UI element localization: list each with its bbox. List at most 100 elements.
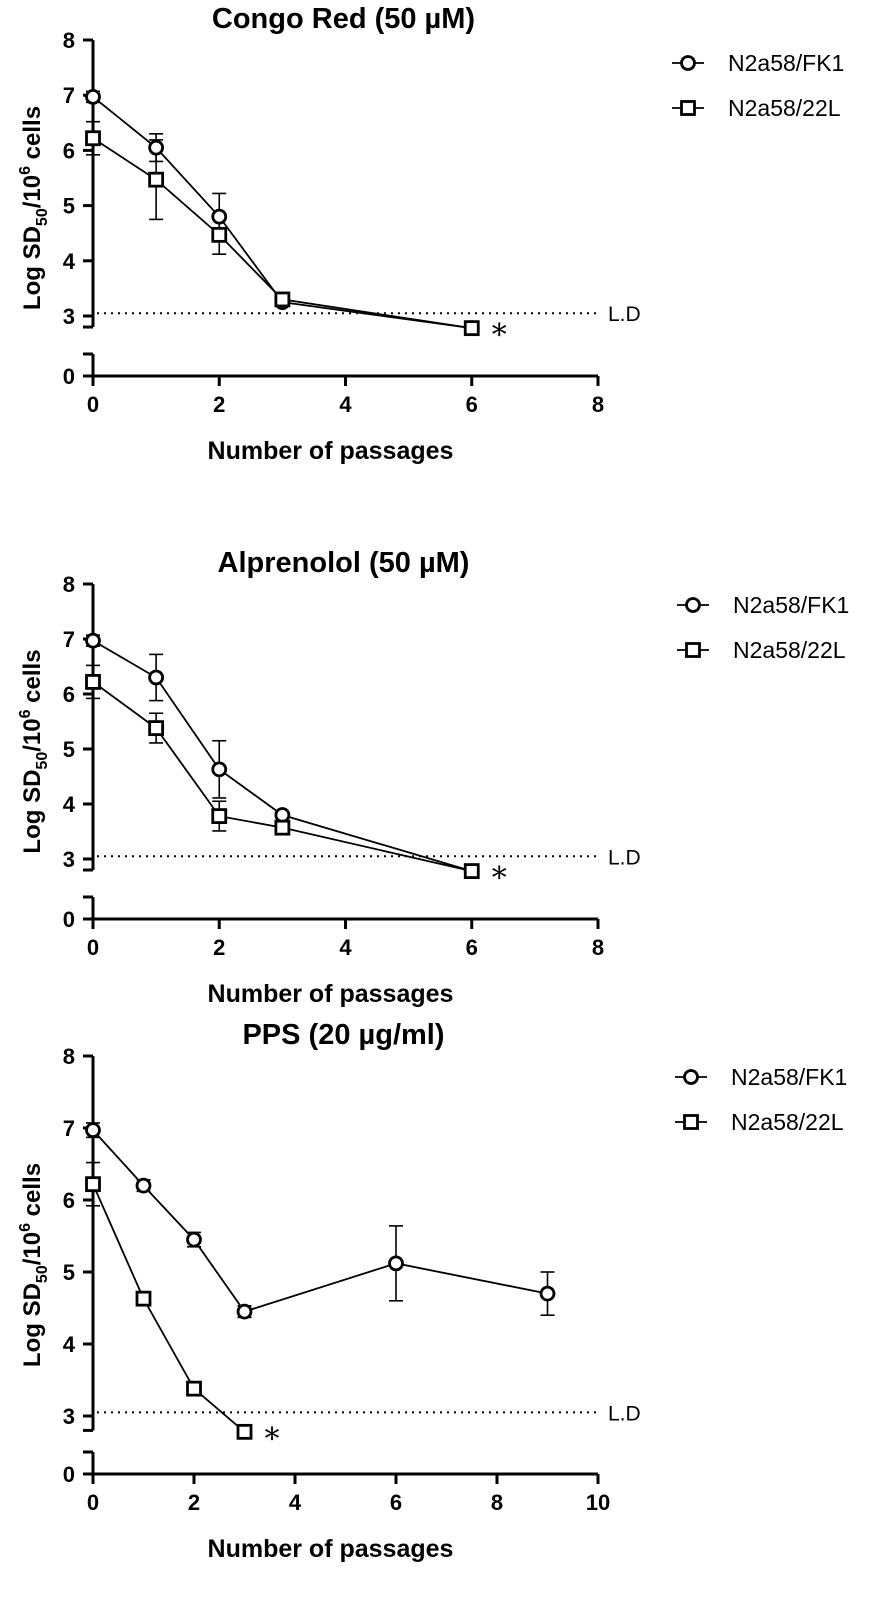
data-point: [135, 1177, 152, 1194]
y-tick-label: 0: [63, 1462, 75, 1487]
y-tick-label: 4: [63, 1332, 76, 1357]
series-2: [86, 1161, 246, 1433]
legend-item: N2a58/22L: [672, 95, 841, 121]
data-point: [85, 674, 101, 690]
significance-asterisk: *: [492, 318, 507, 353]
data-point: [186, 1380, 202, 1397]
series-1: [86, 634, 473, 872]
legend-label: N2a58/22L: [733, 637, 846, 663]
x-tick-label: 2: [213, 935, 225, 960]
y-tick-label: 5: [63, 737, 75, 762]
y-tick-label: 6: [63, 682, 75, 707]
legend-item: N2a58/FK1: [677, 592, 849, 618]
data-point: [211, 226, 228, 243]
data-point: [211, 208, 228, 225]
data-point: [148, 139, 165, 156]
data-point: [539, 1285, 556, 1302]
data-point: [211, 808, 228, 824]
x-tick-label: 4: [289, 1490, 302, 1515]
data-point: [388, 1255, 404, 1272]
x-tick-label: 2: [213, 392, 225, 417]
data-point: [85, 130, 101, 147]
legend-label: N2a58/22L: [731, 1109, 844, 1135]
legend-label: N2a58/FK1: [733, 592, 849, 618]
legend-marker: [680, 55, 696, 71]
data-point: [85, 1122, 101, 1139]
data-point: [236, 1303, 253, 1320]
data-point: [463, 863, 480, 879]
x-tick-label: 6: [466, 392, 478, 417]
x-tick-label: 0: [87, 1490, 99, 1515]
legend-marker: [680, 100, 696, 116]
legend-marker: [685, 597, 701, 613]
panel-1: Congo Red (50 µM) 0 3 4 5 6 7 8 0 2 4 6 8 Number of p…: [17, 3, 844, 465]
significance-asterisk: *: [492, 861, 507, 896]
series-line: [92, 681, 472, 872]
x-tick-label: 4: [339, 935, 352, 960]
chart-title: Alprenolol (50 µM): [218, 547, 470, 579]
data-point: [186, 1231, 202, 1248]
y-tick-label: 8: [63, 28, 75, 53]
panel-2: Alprenolol (50 µM) 0 3 4 5 6 7 8 0 2 4 6 8 Number of …: [17, 547, 849, 1008]
legend-item: N2a58/FK1: [672, 50, 844, 76]
data-point: [463, 320, 480, 337]
legend-label: N2a58/FK1: [728, 50, 844, 76]
detection-limit-label: L.D: [608, 846, 641, 869]
x-tick-label: 6: [390, 1490, 402, 1515]
x-tick-label: 10: [586, 1490, 610, 1515]
x-tick-label: 0: [87, 392, 99, 417]
chart-title: Congo Red (50 µM): [212, 3, 475, 35]
y-axis-label: Log SD50/106 cells: [17, 649, 51, 853]
x-tick-label: 8: [592, 935, 604, 960]
data-point: [236, 1423, 253, 1440]
x-tick-label: 8: [491, 1490, 503, 1515]
x-tick-label: 6: [466, 935, 478, 960]
y-tick-label: 6: [63, 138, 75, 163]
y-tick-label: 4: [63, 792, 76, 817]
x-tick-label: 0: [87, 935, 99, 960]
y-tick-label: 0: [63, 364, 75, 389]
y-tick-label: 3: [63, 1404, 75, 1429]
data-point: [274, 807, 291, 823]
data-point: [274, 291, 291, 308]
y-tick-label: 8: [63, 1044, 75, 1069]
data-point: [148, 720, 165, 736]
x-axis-label: Number of passages: [208, 1535, 454, 1563]
legend-marker: [683, 1069, 699, 1085]
legend-item: N2a58/22L: [675, 1109, 844, 1135]
x-tick-label: 4: [339, 392, 352, 417]
data-point: [148, 669, 165, 686]
legend-item: N2a58/22L: [677, 637, 846, 663]
series-2: [86, 664, 472, 872]
y-tick-label: 8: [63, 572, 75, 597]
x-tick-label: 2: [188, 1490, 200, 1515]
data-point: [85, 1176, 101, 1193]
y-axis-label: Log SD50/106 cells: [17, 1163, 51, 1367]
x-axis-label: Number of passages: [208, 980, 454, 1008]
series-1: [86, 1122, 555, 1319]
x-axis-label: Number of passages: [208, 437, 454, 465]
data-point: [85, 88, 101, 105]
y-tick-label: 5: [63, 194, 75, 219]
detection-limit-label: L.D: [608, 303, 641, 326]
y-tick-label: 7: [63, 627, 75, 652]
legend-marker: [683, 1114, 699, 1130]
y-tick-label: 6: [63, 1188, 75, 1213]
series-line: [92, 1183, 246, 1433]
data-point: [135, 1290, 152, 1307]
legend-label: N2a58/22L: [728, 95, 841, 121]
y-tick-label: 4: [63, 249, 76, 274]
legend-label: N2a58/FK1: [731, 1064, 847, 1090]
data-point: [148, 171, 165, 188]
series-line: [92, 1129, 548, 1313]
legend-item: N2a58/FK1: [675, 1064, 847, 1090]
data-point: [211, 761, 228, 778]
y-tick-label: 5: [63, 1260, 75, 1285]
significance-asterisk: *: [265, 1422, 280, 1457]
legend-marker: [685, 642, 701, 658]
detection-limit-label: L.D: [608, 1402, 641, 1425]
y-tick-label: 3: [63, 847, 75, 872]
y-tick-label: 3: [63, 304, 75, 329]
y-tick-label: 7: [63, 1116, 75, 1141]
